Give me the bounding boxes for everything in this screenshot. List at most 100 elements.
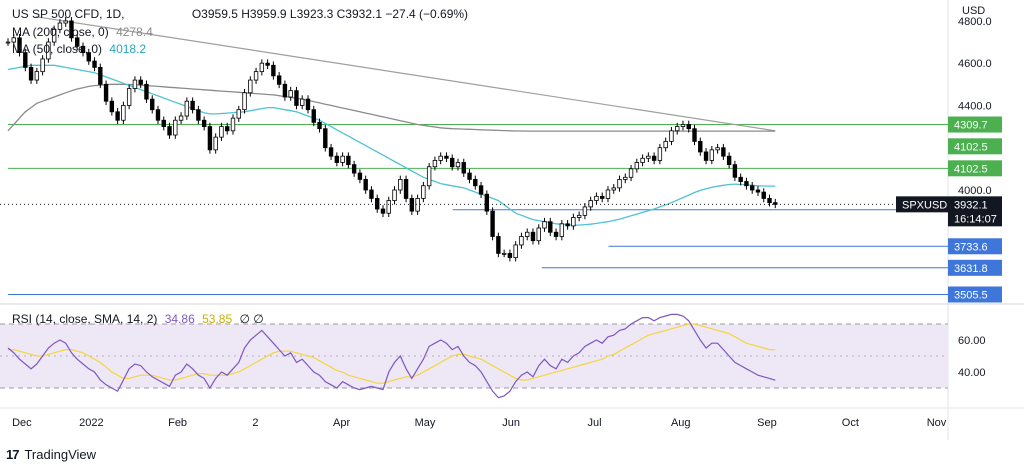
candle-body [219, 126, 224, 138]
candle-body [28, 67, 34, 81]
candle-body [86, 52, 91, 62]
candle-body [248, 79, 253, 94]
candle-body [611, 187, 616, 191]
candle-body [184, 100, 190, 117]
candle-body [680, 124, 686, 127]
ohlc-values: O3959.5 H3959.9 L3923.3 C3932.1 −27.4 (−… [191, 7, 469, 21]
symbol-title[interactable]: US SP 500 CFD, 1D, [12, 7, 125, 21]
legend-rsi[interactable]: RSI (14, close, SMA, 14, 2) 34.86 53.85 … [12, 312, 268, 326]
price-tick-label: 4600.0 [958, 58, 992, 70]
candle-body [288, 90, 293, 98]
candle-body [346, 155, 351, 166]
symbol-tag-bg [896, 196, 948, 213]
candle-body [588, 200, 593, 208]
candle-body [63, 20, 68, 24]
candle-body [305, 98, 311, 111]
legend-ma200[interactable]: MA (200, close, 0) 4278.4 [12, 25, 157, 39]
candle-body [155, 109, 161, 121]
level-tag-bg [948, 116, 1002, 133]
candle-body [80, 45, 86, 54]
ma50-value: 4018.2 [109, 42, 147, 56]
candle-body [328, 147, 334, 157]
time-axis-label: Oct [842, 417, 859, 429]
candle-body [744, 181, 749, 187]
candle-body [92, 60, 97, 68]
candle-body [709, 149, 715, 161]
time-axis-label: 2 [252, 417, 258, 429]
candle-body [40, 58, 45, 73]
rsi-value: 34.86 [164, 312, 195, 326]
candle-body [196, 109, 201, 121]
candle-body [213, 136, 218, 151]
ma200-value: 4278.4 [116, 25, 153, 39]
candle-body [496, 236, 501, 254]
candle-body [553, 231, 559, 237]
candle-body [5, 41, 11, 44]
time-axis-label: 2022 [79, 417, 103, 429]
legend-ma50[interactable]: MA (50, close, 0) 4018.2 [12, 42, 150, 56]
candle-body [225, 126, 230, 132]
candle-body [103, 83, 109, 102]
candle-body [201, 119, 207, 127]
candles [5, 17, 778, 262]
candle-body [657, 147, 663, 161]
candle-body [282, 83, 288, 98]
legend-symbol-row: US SP 500 CFD, 1D, O3959.5 H3959.9 L3923… [12, 7, 472, 21]
candle-body [69, 20, 74, 39]
candle-body [715, 147, 720, 151]
candle-body [773, 202, 778, 205]
candle-body [478, 185, 484, 195]
level-tag-text: 4102.5 [954, 163, 988, 175]
candle-body [490, 210, 495, 237]
rsi-tick-label: 40.00 [958, 367, 986, 379]
trend-line [35, 16, 776, 132]
ma50-label: MA (50, close, 0) [12, 42, 103, 56]
time-axis-label: Apr [333, 417, 350, 429]
candle-body [651, 155, 657, 161]
candle-body [421, 185, 426, 199]
ma200-label: MA (200, close, 0) [12, 25, 109, 39]
candle-body [594, 195, 599, 201]
level-tag-bg [948, 160, 1002, 177]
candle-body [357, 172, 363, 180]
tradingview-logo[interactable]: 17 TradingView [6, 447, 96, 462]
level-tag-text: 4102.5 [954, 141, 988, 153]
last-price-tag-bg [948, 196, 1002, 227]
candle-body [450, 157, 455, 168]
candle-body [686, 124, 691, 130]
rsi-line [7, 313, 776, 399]
candle-body [173, 119, 178, 136]
candle-body [767, 198, 772, 204]
candle-body [126, 88, 132, 106]
candle-body [605, 189, 611, 199]
candle-body [115, 111, 120, 121]
candle-body [150, 98, 155, 111]
time-axis-label: Jul [588, 417, 602, 429]
candle-body [300, 98, 305, 106]
candle-body [640, 157, 645, 163]
level-tag-bg [948, 259, 1002, 276]
candle-body [380, 208, 386, 214]
candle-body [698, 140, 703, 153]
level-price-tag: 3505.5 [948, 286, 1002, 303]
candle-body [323, 128, 328, 149]
candle-body [571, 217, 576, 227]
time-axis-label: May [415, 417, 436, 429]
candle-body [755, 189, 761, 193]
candle-body [75, 37, 80, 47]
candle-body [732, 164, 738, 178]
price-tick-label: 4000.0 [958, 185, 992, 197]
candle-body [144, 83, 149, 100]
candle-body [536, 227, 541, 242]
rsi-label: RSI (14, close, SMA, 14, 2) [12, 312, 158, 326]
level-price-tag: 3733.6 [948, 238, 1002, 255]
candle-body [432, 159, 438, 168]
candle-body [276, 75, 282, 85]
candle-body [340, 155, 345, 163]
level-tag-bg [948, 286, 1002, 303]
level-tag-text: 3505.5 [954, 289, 988, 301]
currency-label: USD [962, 5, 985, 17]
candle-body [461, 162, 466, 174]
candle-body [167, 126, 172, 136]
